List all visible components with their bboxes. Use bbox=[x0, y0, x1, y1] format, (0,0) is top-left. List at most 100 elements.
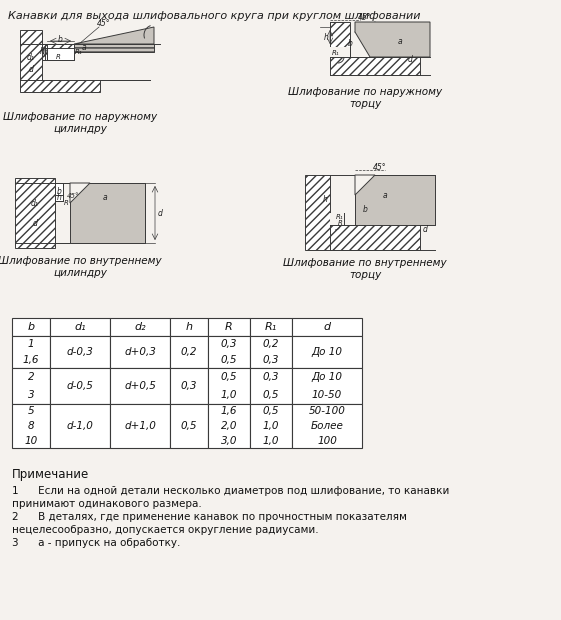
Text: d: d bbox=[324, 322, 330, 332]
Text: Шлифование по внутреннему
торцу: Шлифование по внутреннему торцу bbox=[283, 258, 447, 280]
Bar bbox=[50, 368, 110, 404]
Text: 0,3: 0,3 bbox=[220, 339, 237, 349]
Bar bbox=[170, 336, 208, 368]
Text: d: d bbox=[407, 56, 412, 64]
Bar bbox=[170, 404, 208, 448]
Text: 10-50: 10-50 bbox=[312, 390, 342, 400]
Bar bbox=[208, 336, 250, 368]
Text: 100: 100 bbox=[317, 436, 337, 446]
Polygon shape bbox=[70, 183, 145, 243]
Text: Канавки для выхода шлифовального круга при круглом шлифовании: Канавки для выхода шлифовального круга п… bbox=[8, 11, 421, 21]
Text: 0,2: 0,2 bbox=[263, 339, 279, 349]
Text: 3: 3 bbox=[27, 390, 34, 400]
Bar bbox=[208, 368, 250, 404]
Bar bbox=[50, 336, 110, 368]
Text: b: b bbox=[57, 187, 62, 197]
Text: Примечание: Примечание bbox=[12, 468, 89, 481]
Text: 1      Если на одной детали несколько диаметров под шлифование, то канавки
прини: 1 Если на одной детали несколько диаметр… bbox=[12, 486, 449, 509]
Text: 0,2: 0,2 bbox=[181, 347, 197, 357]
Bar bbox=[330, 225, 420, 250]
Bar bbox=[110, 336, 170, 368]
Bar bbox=[50, 404, 110, 448]
Bar bbox=[170, 318, 208, 336]
Bar bbox=[305, 175, 330, 250]
Text: d₁: d₁ bbox=[74, 322, 86, 332]
Text: 1,0: 1,0 bbox=[263, 436, 279, 446]
Text: Шлифование по внутреннему
цилиндру: Шлифование по внутреннему цилиндру bbox=[0, 256, 162, 278]
Text: d₂: d₂ bbox=[134, 322, 146, 332]
Text: 1,0: 1,0 bbox=[263, 421, 279, 431]
Text: 45°: 45° bbox=[97, 19, 111, 29]
Text: d+0,3: d+0,3 bbox=[124, 347, 156, 357]
Bar bbox=[330, 213, 344, 225]
Text: 5: 5 bbox=[27, 406, 34, 417]
Bar bbox=[250, 318, 292, 336]
Text: 1: 1 bbox=[27, 339, 34, 349]
Bar bbox=[110, 318, 170, 336]
Bar bbox=[330, 57, 420, 75]
Text: h: h bbox=[323, 195, 328, 205]
Text: R₁: R₁ bbox=[332, 50, 340, 56]
Bar bbox=[208, 404, 250, 448]
Text: R₁: R₁ bbox=[265, 322, 277, 332]
Bar bbox=[330, 22, 350, 57]
Polygon shape bbox=[355, 22, 430, 57]
Polygon shape bbox=[355, 175, 375, 195]
Text: d+0,5: d+0,5 bbox=[124, 381, 156, 391]
Text: 1,6: 1,6 bbox=[220, 406, 237, 417]
Bar bbox=[110, 404, 170, 448]
Bar bbox=[20, 30, 42, 80]
Text: R: R bbox=[338, 220, 342, 226]
Text: d₁: d₁ bbox=[31, 198, 39, 208]
Bar bbox=[170, 368, 208, 404]
Text: 0,3: 0,3 bbox=[181, 381, 197, 391]
Text: 1,0: 1,0 bbox=[220, 390, 237, 400]
Text: b: b bbox=[362, 205, 367, 215]
Bar bbox=[12, 404, 50, 448]
Text: 45°: 45° bbox=[373, 162, 387, 172]
Text: 0,3: 0,3 bbox=[263, 372, 279, 382]
Text: Шлифование по наружному
торцу: Шлифование по наружному торцу bbox=[288, 87, 442, 108]
Text: R₁: R₁ bbox=[336, 214, 344, 220]
Text: 3      а - припуск на обработку.: 3 а - припуск на обработку. bbox=[12, 538, 181, 548]
Bar bbox=[292, 404, 362, 448]
Text: d: d bbox=[33, 218, 38, 228]
Text: 0,3: 0,3 bbox=[263, 355, 279, 365]
Text: Более: Более bbox=[311, 421, 343, 431]
Text: 10: 10 bbox=[24, 436, 38, 446]
Bar bbox=[42, 44, 74, 60]
Bar bbox=[15, 178, 55, 248]
Text: 1,6: 1,6 bbox=[23, 355, 39, 365]
Bar bbox=[12, 368, 50, 404]
Text: 0,5: 0,5 bbox=[263, 390, 279, 400]
Text: 0,5: 0,5 bbox=[220, 372, 237, 382]
Text: d-1,0: d-1,0 bbox=[67, 421, 94, 431]
Text: d: d bbox=[422, 226, 427, 234]
Bar bbox=[250, 368, 292, 404]
Text: 3,0: 3,0 bbox=[220, 436, 237, 446]
Bar bbox=[250, 404, 292, 448]
Text: 0,5: 0,5 bbox=[220, 355, 237, 365]
Text: a: a bbox=[383, 190, 387, 200]
Bar bbox=[55, 183, 63, 195]
Text: R: R bbox=[225, 322, 233, 332]
Text: 45°: 45° bbox=[67, 193, 79, 199]
Text: 50-100: 50-100 bbox=[309, 406, 346, 417]
Bar bbox=[74, 44, 154, 52]
Text: R: R bbox=[63, 200, 68, 206]
Bar bbox=[42, 44, 47, 60]
Bar bbox=[42, 44, 74, 48]
Bar bbox=[330, 47, 350, 57]
Text: R: R bbox=[56, 54, 61, 60]
Bar bbox=[292, 368, 362, 404]
Bar bbox=[50, 318, 110, 336]
Text: b: b bbox=[348, 40, 352, 48]
Text: 0,5: 0,5 bbox=[181, 421, 197, 431]
Bar bbox=[55, 195, 63, 201]
Text: 2: 2 bbox=[27, 372, 34, 382]
Text: h: h bbox=[40, 48, 44, 56]
Text: d₁: d₁ bbox=[27, 53, 35, 61]
Text: d-0,5: d-0,5 bbox=[67, 381, 94, 391]
Bar bbox=[208, 318, 250, 336]
Polygon shape bbox=[74, 27, 154, 44]
